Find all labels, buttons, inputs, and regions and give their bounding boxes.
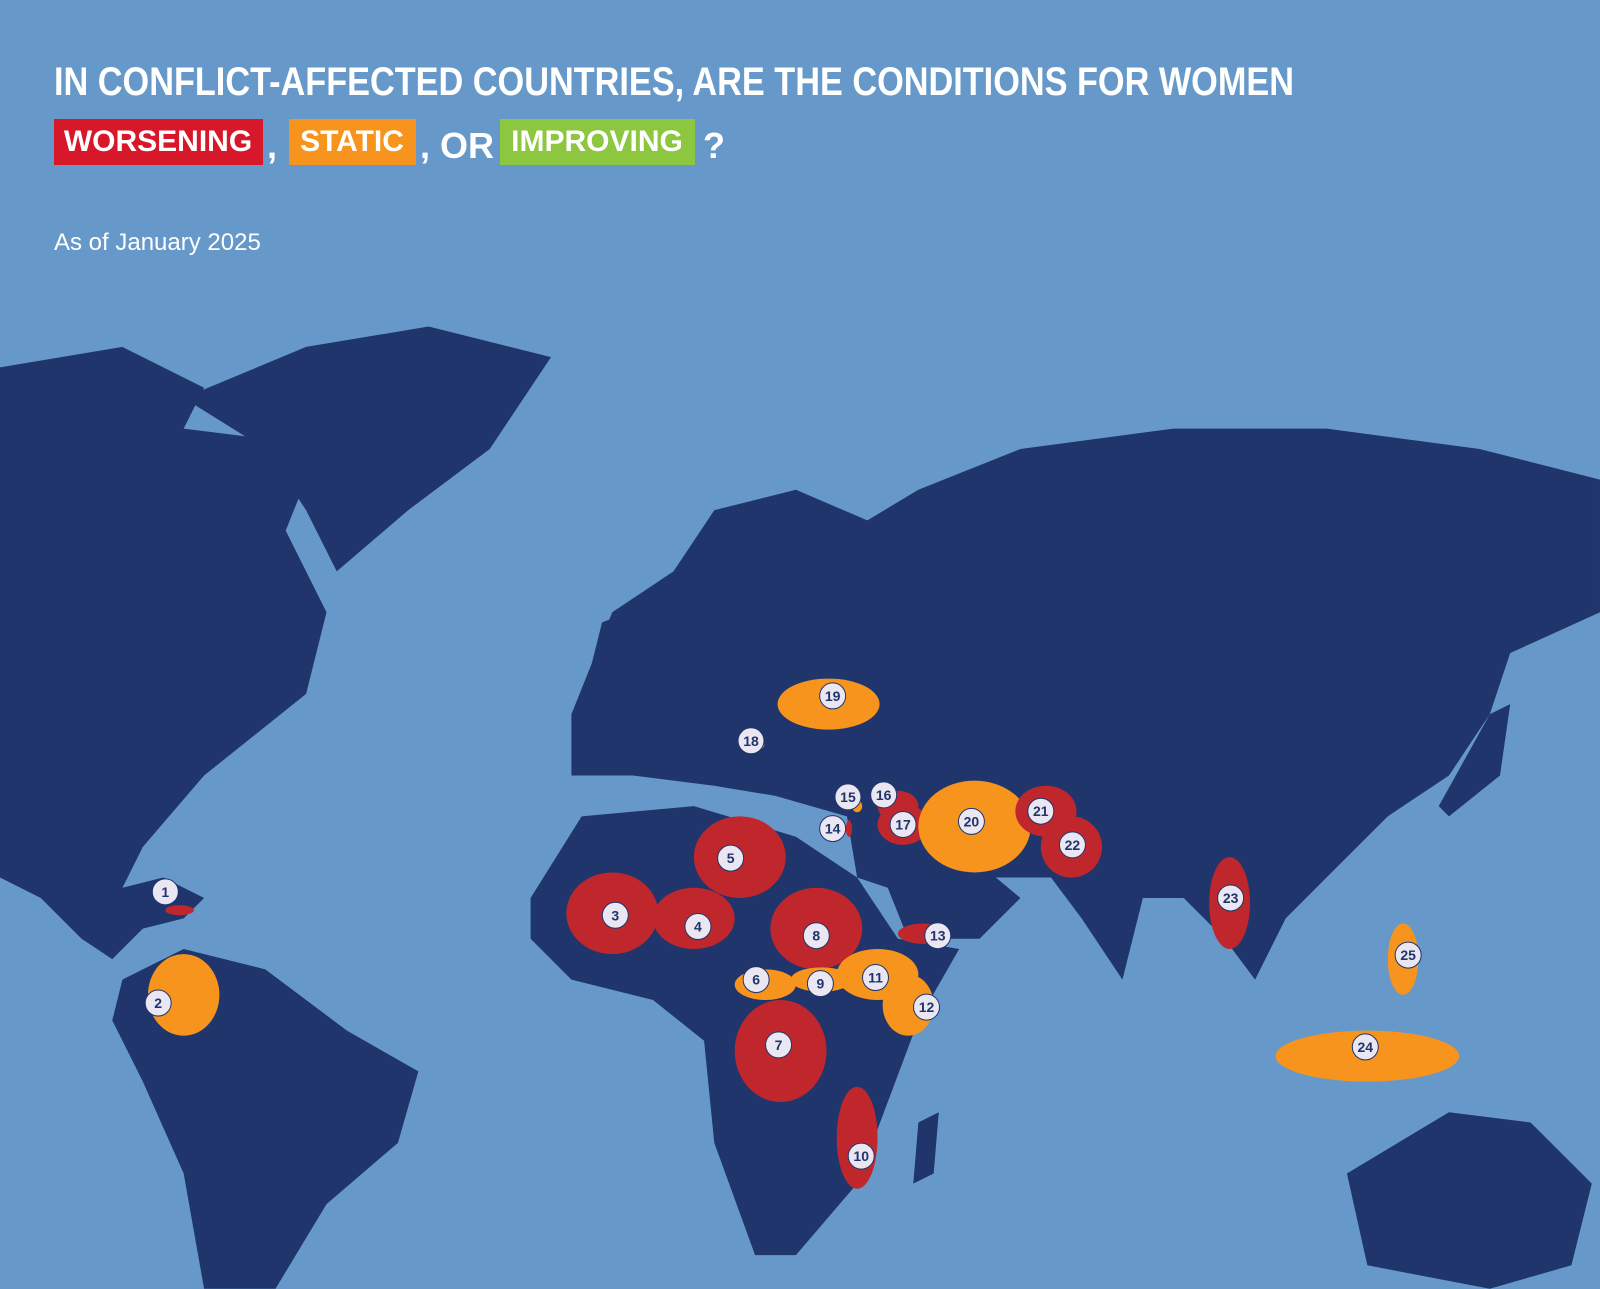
marker-label: 4 bbox=[694, 919, 702, 935]
marker bbox=[957, 807, 985, 835]
north-america bbox=[0, 346, 327, 960]
marker bbox=[717, 844, 745, 872]
australia bbox=[1346, 1112, 1592, 1289]
marker bbox=[819, 682, 847, 710]
marker bbox=[862, 964, 890, 992]
subtitle: As of January 2025 bbox=[54, 229, 261, 256]
marker-label: 16 bbox=[876, 787, 892, 803]
country bbox=[165, 905, 194, 916]
marker-label: 11 bbox=[868, 970, 883, 986]
marker-label: 3 bbox=[611, 907, 619, 923]
marker bbox=[819, 815, 847, 843]
question-mark: ? bbox=[703, 125, 725, 166]
marker bbox=[151, 878, 179, 906]
improving-tag-bg bbox=[500, 119, 695, 165]
marker-label: 18 bbox=[743, 733, 759, 749]
country bbox=[845, 820, 853, 837]
marker bbox=[601, 901, 629, 929]
marker-label: 1 bbox=[161, 884, 169, 900]
marker-label: 24 bbox=[1358, 1039, 1374, 1055]
marker bbox=[1217, 884, 1245, 912]
static-tag: STATIC bbox=[300, 125, 404, 158]
title: IN CONFLICT-AFFECTED COUNTRIES, ARE THE … bbox=[54, 60, 1294, 104]
marker-label: 15 bbox=[840, 789, 856, 805]
marker-label: 7 bbox=[775, 1037, 783, 1053]
marker bbox=[802, 922, 830, 950]
marker-label: 2 bbox=[154, 995, 162, 1011]
marker bbox=[1058, 831, 1086, 859]
marker-label: 6 bbox=[752, 972, 760, 988]
greenland bbox=[183, 326, 552, 572]
marker-label: 9 bbox=[817, 976, 825, 992]
marker bbox=[742, 966, 770, 994]
marker bbox=[913, 993, 941, 1021]
marker-label: 21 bbox=[1033, 803, 1049, 819]
marker bbox=[1027, 797, 1055, 825]
marker bbox=[847, 1142, 875, 1170]
marker bbox=[870, 781, 898, 809]
marker bbox=[144, 989, 172, 1017]
static-tag-bg bbox=[289, 119, 416, 165]
marker-label: 12 bbox=[919, 999, 935, 1015]
worsening-tag-bg bbox=[54, 119, 263, 165]
marker bbox=[889, 810, 917, 838]
marker bbox=[924, 922, 952, 950]
eurasia bbox=[571, 428, 1600, 980]
marker bbox=[806, 970, 834, 998]
marker-label: 10 bbox=[853, 1148, 869, 1164]
marker bbox=[737, 727, 765, 755]
marker-label: 25 bbox=[1400, 947, 1416, 963]
country bbox=[882, 974, 934, 1036]
improving-tag: IMPROVING bbox=[511, 125, 683, 158]
marker bbox=[1351, 1033, 1379, 1061]
arabia bbox=[867, 836, 1021, 939]
marker-label: 19 bbox=[825, 688, 841, 704]
marker bbox=[834, 783, 862, 811]
japan bbox=[1438, 704, 1511, 817]
marker-label: 20 bbox=[964, 813, 980, 829]
uk bbox=[591, 612, 638, 679]
separator: , bbox=[267, 125, 277, 166]
marker bbox=[765, 1031, 793, 1059]
marker-label: 22 bbox=[1065, 837, 1081, 853]
marker-label: 13 bbox=[930, 928, 946, 944]
separator: , OR bbox=[420, 125, 494, 166]
marker-label: 14 bbox=[825, 821, 841, 837]
marker bbox=[1394, 941, 1422, 969]
country bbox=[836, 1086, 878, 1189]
marker-label: 23 bbox=[1223, 890, 1239, 906]
marker-label: 17 bbox=[895, 816, 911, 832]
marker-label: 8 bbox=[812, 928, 820, 944]
madagascar bbox=[913, 1112, 939, 1184]
country bbox=[147, 954, 220, 1036]
worsening-tag: WORSENING bbox=[64, 125, 252, 158]
marker bbox=[684, 913, 712, 941]
marker-label: 5 bbox=[727, 850, 735, 866]
